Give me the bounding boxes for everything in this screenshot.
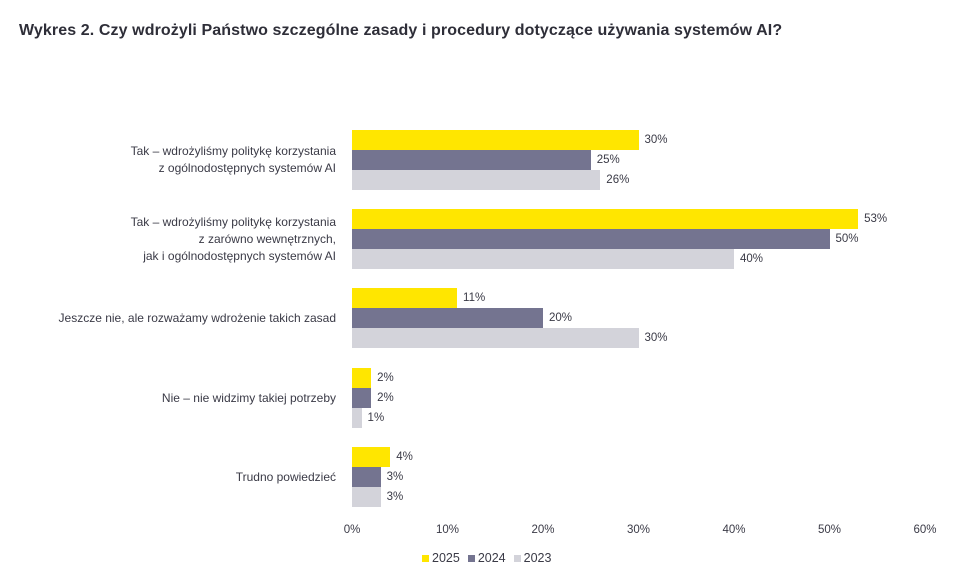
category-label: Jeszcze nie, ale rozważamy wdrożenie tak… [58, 310, 336, 325]
value-label: 40% [740, 253, 764, 265]
bar-2023 [352, 328, 639, 348]
legend-label: 2023 [523, 551, 552, 565]
value-label: 4% [396, 451, 413, 463]
bar-2024 [352, 388, 372, 408]
legend-label: 2025 [432, 551, 460, 565]
legend-swatch-icon [422, 554, 429, 562]
legend-item-2024: 2024 [467, 551, 506, 565]
bar-2025 [352, 130, 639, 150]
value-label: 2% [377, 372, 394, 384]
x-axis-tick: 40% [722, 524, 746, 536]
bar-2024 [352, 229, 830, 249]
legend-label: 2024 [477, 551, 506, 565]
category-label: Tak – wdrożyliśmy politykę korzystania z… [130, 144, 336, 175]
value-label: 25% [596, 154, 620, 166]
value-label: 1% [367, 412, 385, 424]
category-label: Tak – wdrożyliśmy politykę korzystania z… [130, 214, 336, 263]
x-axis-tick: 60% [913, 524, 937, 536]
value-label: 30% [644, 134, 668, 146]
bar-2023 [352, 487, 381, 507]
bar-2025 [352, 288, 458, 308]
bar-2024 [352, 150, 591, 170]
value-label: 53% [864, 213, 888, 225]
x-axis-tick: 0% [343, 524, 361, 536]
value-label: 2% [377, 392, 394, 404]
category-label: Trudno powiedzieć [235, 469, 336, 484]
chart-legend: 2025 2024 2023 [422, 551, 551, 565]
bar-2024 [352, 467, 381, 487]
x-axis-tick: 30% [626, 524, 651, 536]
legend-item-2023: 2023 [513, 551, 552, 565]
bar-2025 [352, 368, 372, 388]
x-axis-tick: 10% [435, 524, 460, 536]
value-label: 20% [549, 312, 573, 324]
legend-item-2025: 2025 [422, 551, 460, 565]
value-label: 30% [644, 332, 668, 344]
bar-2025 [352, 447, 391, 467]
legend-swatch-icon [467, 554, 475, 562]
bar-2023 [352, 249, 734, 269]
bar-2023 [352, 170, 601, 190]
bar-2025 [352, 209, 859, 229]
category-label: Nie – nie widzimy takiej potrzeby [161, 390, 336, 405]
value-label: 11% [463, 292, 486, 304]
chart-title: Wykres 2. Czy wdrożyli Państwo szczególn… [19, 22, 783, 39]
value-label: 3% [386, 471, 404, 483]
legend-swatch-icon [513, 554, 521, 562]
bar-2024 [352, 308, 543, 328]
value-label: 26% [606, 174, 630, 186]
x-axis-tick: 50% [817, 524, 842, 536]
bar-2023 [352, 408, 362, 428]
value-label: 3% [386, 491, 404, 503]
value-label: 50% [835, 233, 859, 245]
x-axis-tick: 20% [531, 524, 555, 536]
